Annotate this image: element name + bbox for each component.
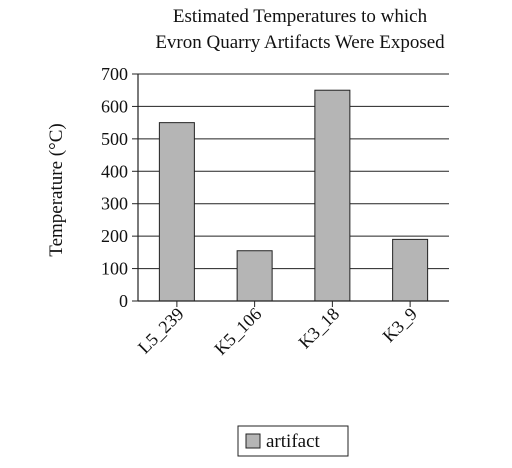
legend-swatch bbox=[245, 433, 261, 449]
legend: artifact bbox=[237, 425, 349, 457]
x-tick-label: K3_18 bbox=[294, 304, 343, 353]
x-tick-label: K3_9 bbox=[379, 304, 421, 346]
bar-l5-239 bbox=[158, 122, 195, 302]
y-tick-label: 400 bbox=[101, 161, 128, 181]
legend-label: artifact bbox=[266, 431, 321, 452]
bar-k5-106 bbox=[236, 250, 273, 302]
y-tick-label: 700 bbox=[101, 64, 128, 84]
y-tick-label: 500 bbox=[101, 129, 128, 149]
chart-title-line-2: Evron Quarry Artifacts Were Exposed bbox=[155, 32, 445, 53]
x-tick-label: K5_106 bbox=[210, 304, 265, 359]
bars bbox=[158, 89, 429, 302]
y-tick-label: 600 bbox=[101, 96, 128, 116]
y-axis-ticks: 0 100 200 300 400 500 600 700 bbox=[101, 64, 138, 311]
x-axis-ticks: L5_239 K5_106 K3_18 K3_9 bbox=[134, 301, 421, 359]
x-tick-label: L5_239 bbox=[134, 304, 188, 358]
y-tick-label: 200 bbox=[101, 226, 128, 246]
bar-k3-9 bbox=[392, 238, 429, 302]
bar-k3-18 bbox=[314, 89, 351, 302]
y-axis-label: Temperature (°C) bbox=[46, 123, 67, 256]
y-tick-label: 300 bbox=[101, 194, 128, 214]
y-tick-label: 0 bbox=[119, 291, 128, 311]
y-tick-label: 100 bbox=[101, 259, 128, 279]
chart-title-line-1: Estimated Temperatures to which bbox=[173, 6, 428, 27]
